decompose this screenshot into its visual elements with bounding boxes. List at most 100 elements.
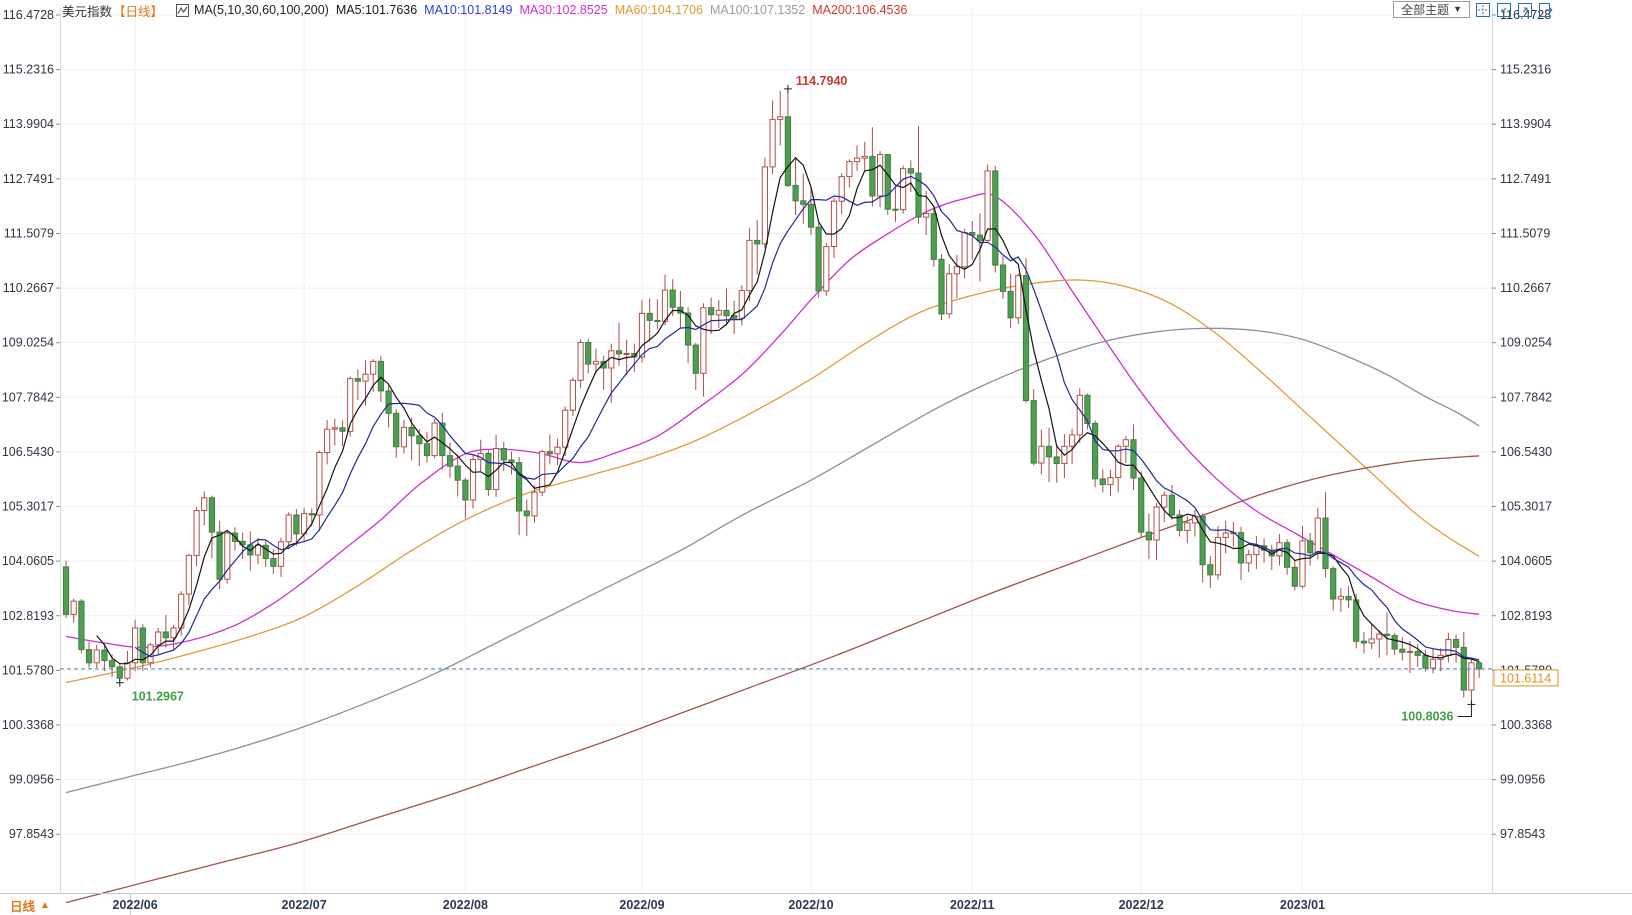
candle-body <box>976 234 983 241</box>
candle-body <box>500 448 507 461</box>
candle-body <box>155 631 162 646</box>
candle <box>201 491 208 526</box>
candle <box>293 509 300 546</box>
candle-body <box>347 378 354 432</box>
candle-body <box>193 510 200 557</box>
candle <box>784 88 791 188</box>
candle-body <box>385 390 392 414</box>
ma5-value: MA5:101.7636 <box>335 3 418 17</box>
candle-body <box>585 342 592 365</box>
y-axis-label: 106.5430 <box>2 445 54 459</box>
y-axis-label: 113.9904 <box>1500 117 1551 131</box>
candle <box>1299 526 1306 589</box>
candle <box>1176 509 1183 537</box>
candle-body <box>1299 540 1306 587</box>
candle-body <box>938 258 945 315</box>
candle-body <box>738 290 745 319</box>
candle-body <box>331 427 338 430</box>
candle-body <box>485 452 492 490</box>
candle-body <box>1360 640 1368 644</box>
period-tag[interactable]: 【日线】 <box>113 4 164 19</box>
candle-body <box>1053 456 1060 464</box>
candle-body <box>592 360 599 365</box>
chart-header: 美元指数 【日线】 MA(5,10,30,60,100,200) MA5:101… <box>62 1 907 19</box>
candle-body <box>623 353 630 355</box>
candle <box>1015 273 1022 324</box>
candle <box>1383 612 1391 656</box>
y-axis-label: 99.0956 <box>9 773 54 787</box>
candle <box>155 628 162 655</box>
candle-body <box>984 170 991 241</box>
y-axis-label: 113.9904 <box>3 117 54 131</box>
candle-body <box>224 532 231 580</box>
timeframe-selector[interactable]: 日线 ▲ <box>10 896 50 915</box>
candle <box>216 520 223 590</box>
candle <box>685 307 692 364</box>
candle-body <box>1337 595 1345 600</box>
candle <box>1337 588 1345 612</box>
pane-shrink-icon[interactable] <box>1496 2 1512 18</box>
grid-layout-icon[interactable] <box>1475 2 1491 18</box>
ma200-line <box>65 455 1480 904</box>
candle <box>600 355 607 390</box>
candle-body <box>1214 536 1222 576</box>
candle <box>70 598 77 623</box>
ma10-line <box>134 175 1480 661</box>
candle-body <box>1399 648 1406 653</box>
candle-body <box>1245 554 1252 564</box>
candle <box>654 299 661 330</box>
y-axis-label: 97.8543 <box>1500 827 1545 841</box>
candle-body <box>1345 595 1352 601</box>
candle <box>800 173 807 224</box>
candle <box>638 300 646 363</box>
candle <box>408 417 415 461</box>
ma100-line <box>65 327 1480 794</box>
candle <box>1076 388 1083 444</box>
candle-body <box>93 649 100 664</box>
candle <box>923 190 930 236</box>
y-axis-label: 107.7842 <box>2 390 54 404</box>
candle <box>992 166 999 273</box>
candle <box>777 90 784 146</box>
y-axis-label: 111.5079 <box>1500 226 1550 240</box>
candle <box>577 339 584 389</box>
candle-body <box>615 350 623 355</box>
candle-body <box>1222 532 1229 538</box>
candle-body <box>1045 445 1053 458</box>
candle-body <box>661 289 669 322</box>
candle <box>1092 420 1099 488</box>
candle <box>178 591 185 636</box>
candle-body <box>1330 568 1337 600</box>
candle-body <box>1445 639 1452 656</box>
candle-body <box>201 497 208 512</box>
candle <box>1453 634 1460 663</box>
candle-body <box>999 264 1007 292</box>
candle-body <box>408 426 415 437</box>
pane-grow-icon[interactable] <box>1517 2 1533 18</box>
candle <box>493 434 500 497</box>
candle <box>262 540 269 567</box>
candle-body <box>1022 275 1030 402</box>
candle <box>1007 273 1014 328</box>
candle-body <box>723 309 730 317</box>
candle <box>1053 445 1060 483</box>
candle <box>385 385 392 428</box>
candle <box>324 419 331 465</box>
candle <box>792 156 799 216</box>
y-axis-label: 99.0956 <box>1500 773 1545 787</box>
x-axis-label: 2022/10 <box>788 898 833 912</box>
candle-body <box>416 435 423 445</box>
candle-body <box>884 154 891 210</box>
candle <box>477 439 484 472</box>
candle <box>884 154 891 215</box>
candle-body <box>846 161 853 178</box>
themes-dropdown[interactable]: 全部主题 ▼ <box>1393 1 1470 18</box>
ma-settings-label[interactable]: MA(5,10,30,60,100,200) <box>194 3 329 17</box>
y-axis-label: 102.8193 <box>2 609 54 623</box>
candle <box>953 254 960 298</box>
y-axis-label: 115.2316 <box>3 63 54 77</box>
pane-expand-icon[interactable] <box>1538 2 1554 18</box>
candle <box>892 187 899 222</box>
candle-body <box>715 309 722 316</box>
